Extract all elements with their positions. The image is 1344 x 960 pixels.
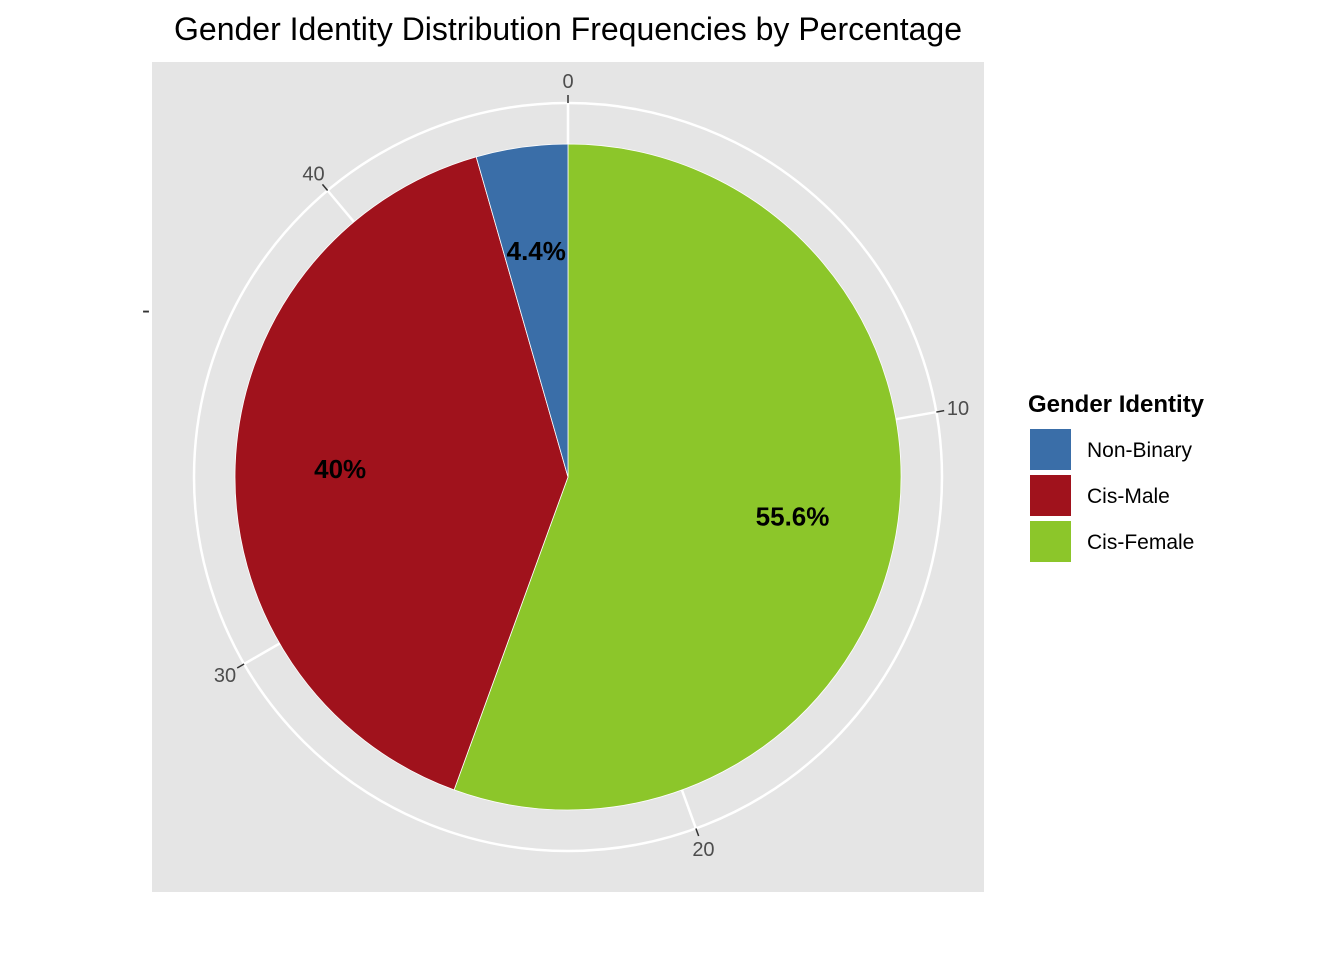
slice-cis-male [234,156,569,791]
data-label-non-binary: 4.4% [507,236,566,266]
theta-tick-mark-2 [695,828,700,837]
theta-grid-line-1 [895,410,937,421]
theta-tick-label-1: 10 [947,398,969,420]
legend-label-non-binary: Non-Binary [1087,439,1193,462]
theta-tick-mark-4 [321,183,329,191]
theta-grid-line-4 [326,189,355,223]
legend-swatch-non-binary [1028,427,1073,472]
legend-label-cis-female: Cis-Female [1087,531,1194,554]
y-axis-tick-label: - [142,297,150,324]
data-labels: 55.6% 40% 4.4% [314,236,829,531]
chart-title: Gender Identity Distribution Frequencies… [174,11,962,47]
theta-grid-line-2 [680,789,698,829]
theta-tick-mark-3 [236,663,245,669]
legend: Gender Identity Non-Binary Cis-Male Cis-Fe… [1028,391,1205,564]
theta-tick-label-3: 30 [214,665,236,687]
slice-cis-female [453,143,902,811]
theta-tick-mark-1 [936,409,945,413]
pie-slices [234,143,902,811]
theta-grid-line-3 [243,642,281,666]
theta-tick-label-0: 0 [562,71,573,93]
data-label-cis-male: 40% [314,454,366,484]
legend-label-cis-male: Cis-Male [1087,485,1170,508]
data-label-cis-female: 55.6% [756,502,830,532]
legend-swatch-cis-female [1028,519,1073,564]
legend-title: Gender Identity [1028,391,1205,418]
theta-tick-label-2: 20 [692,839,714,861]
legend-swatch-cis-male [1028,473,1073,518]
theta-tick-label-4: 40 [302,164,324,186]
theta-axis: 0 10 20 30 40 [214,71,969,861]
slice-non-binary [475,143,569,478]
